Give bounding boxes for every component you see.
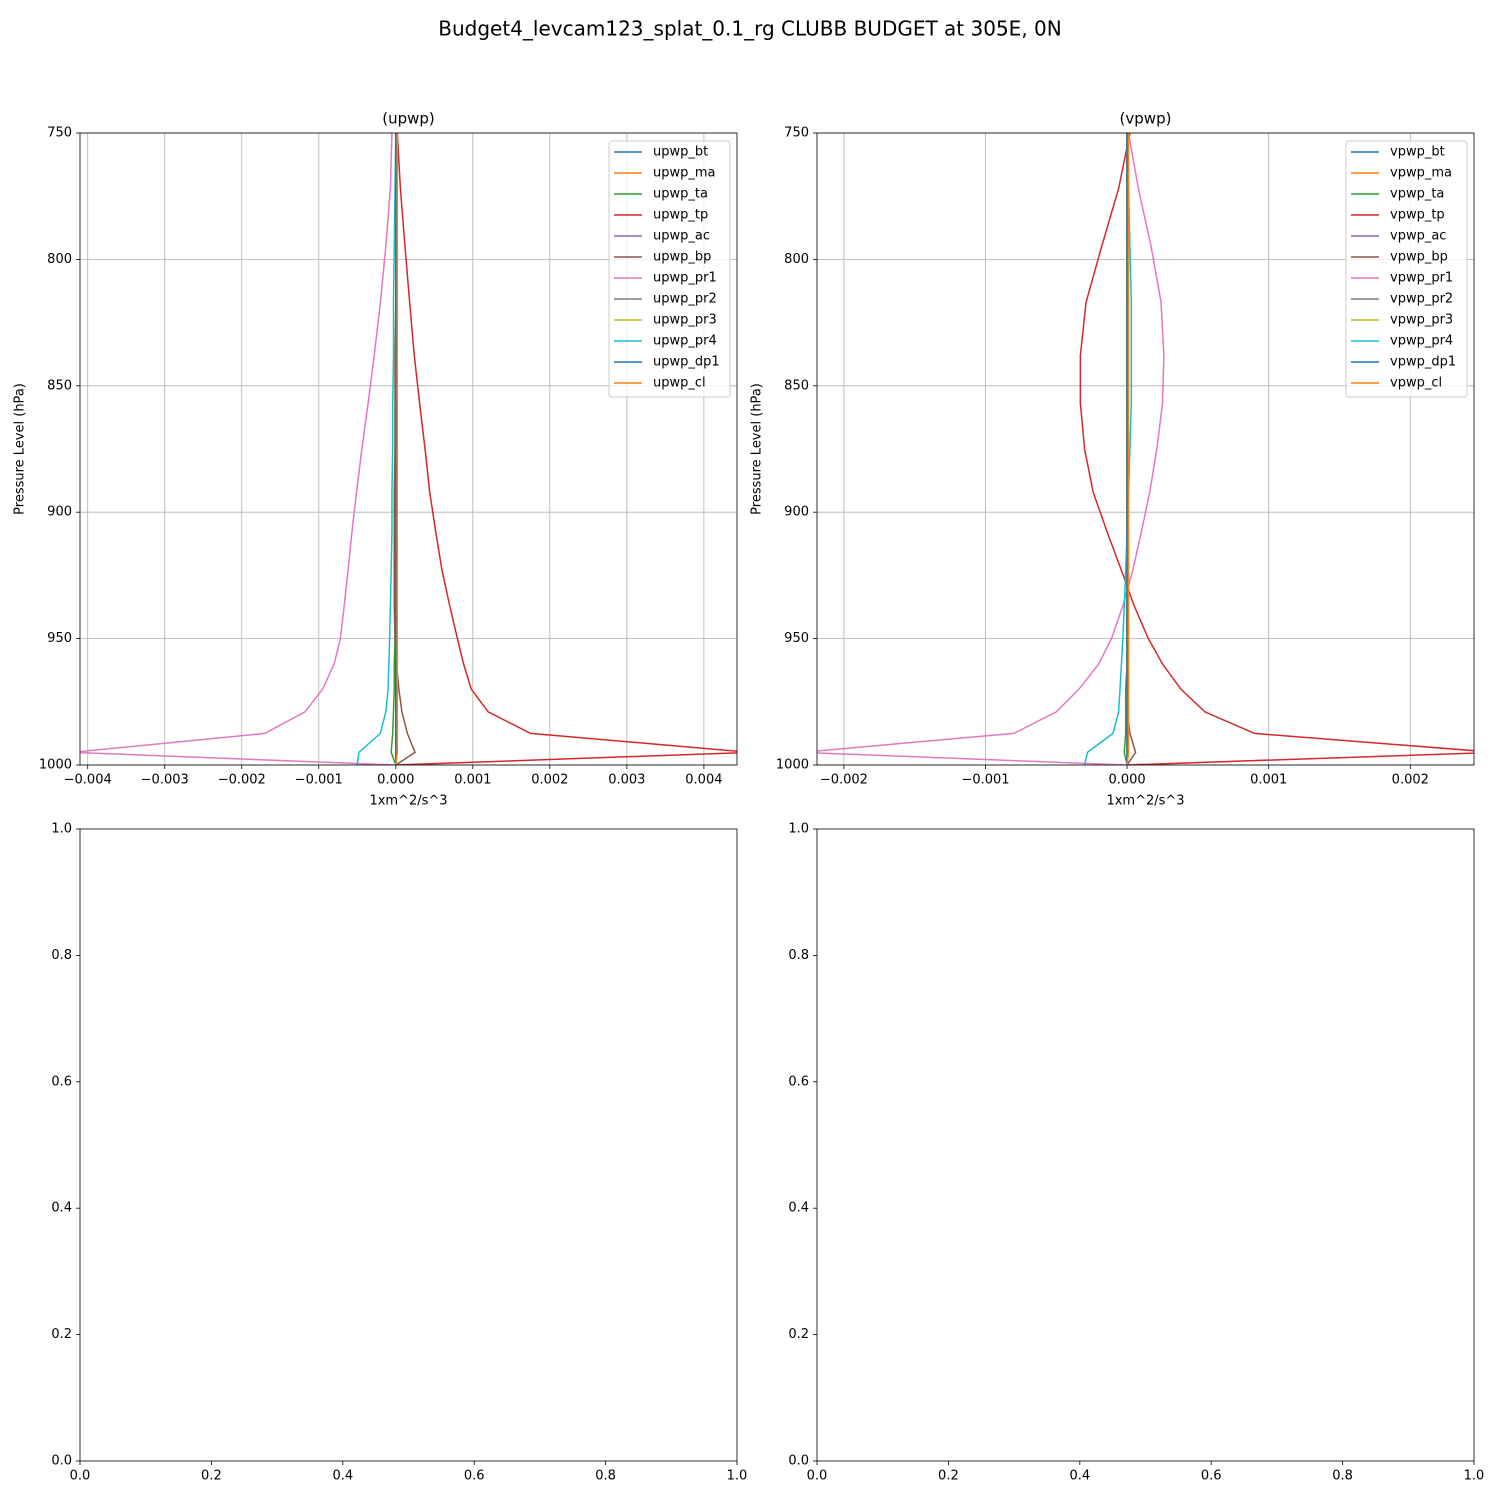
legend-label: vpwp_cl xyxy=(1390,376,1442,391)
legend-label: upwp_cl xyxy=(653,376,706,391)
legend-label: vpwp_dp1 xyxy=(1390,355,1456,370)
x-tick-label: 0.8 xyxy=(1332,1469,1353,1484)
legend-label: upwp_ma xyxy=(653,166,716,181)
x-tick-label: 0.000 xyxy=(377,773,414,788)
x-tick-label: 0.004 xyxy=(685,773,722,788)
legend-label: vpwp_pr3 xyxy=(1390,313,1453,328)
legend-label: vpwp_bp xyxy=(1390,250,1448,265)
x-tick-label: 0.001 xyxy=(454,773,491,788)
x-tick-label: −0.002 xyxy=(218,773,266,788)
y-tick-label: 0.8 xyxy=(788,948,809,963)
y-tick-label: 1000 xyxy=(776,758,809,773)
x-tick-label: 0.2 xyxy=(938,1469,959,1484)
x-tick-label: 0.4 xyxy=(1069,1469,1090,1484)
y-tick-label: 0.2 xyxy=(51,1327,72,1342)
legend-label: upwp_tp xyxy=(653,208,708,223)
legend-label: upwp_bt xyxy=(653,145,708,160)
legend-label: vpwp_pr2 xyxy=(1390,292,1453,307)
y-tick-label: 850 xyxy=(784,378,809,393)
y-tick-label: 0.6 xyxy=(51,1074,72,1089)
y-tick-label: 800 xyxy=(784,252,809,267)
series-line xyxy=(80,133,396,765)
axes-title: (upwp) xyxy=(382,110,435,128)
x-tick-label: 0.0 xyxy=(807,1469,828,1484)
legend-label: upwp_pr2 xyxy=(653,292,717,307)
axes-frame xyxy=(79,828,738,1462)
series-line xyxy=(395,133,737,765)
axes-title: (vpwp) xyxy=(1120,110,1172,128)
y-axis-label: Pressure Level (hPa) xyxy=(13,383,28,515)
x-tick-label: 0.2 xyxy=(201,1469,222,1484)
x-tick-label: 0.6 xyxy=(1201,1469,1222,1484)
legend-label: upwp_ac xyxy=(653,229,710,244)
legend-label: upwp_ta xyxy=(653,187,708,202)
series-line xyxy=(395,133,398,765)
y-tick-label: 0.0 xyxy=(788,1454,809,1469)
legend-label: upwp_bp xyxy=(653,250,711,265)
y-tick-label: 0.4 xyxy=(51,1201,72,1216)
axes-frame xyxy=(816,828,1475,1462)
y-tick-label: 850 xyxy=(47,378,72,393)
x-axis-label: 1xm^2/s^3 xyxy=(369,794,447,809)
x-axis-label: 1xm^2/s^3 xyxy=(1106,794,1184,809)
legend-label: vpwp_pr1 xyxy=(1390,271,1453,286)
y-tick-label: 950 xyxy=(47,631,72,646)
series-line xyxy=(1079,133,1474,765)
y-tick-label: 900 xyxy=(784,505,809,520)
x-tick-label: 1.0 xyxy=(727,1469,748,1484)
y-tick-label: 0.0 xyxy=(51,1454,72,1469)
legend-label: vpwp_ta xyxy=(1390,187,1444,202)
y-tick-label: 0.8 xyxy=(51,948,72,963)
x-tick-label: 0.6 xyxy=(464,1469,485,1484)
y-tick-label: 800 xyxy=(47,252,72,267)
legend-label: vpwp_ac xyxy=(1390,229,1446,244)
series-line xyxy=(1126,133,1130,765)
x-tick-label: −0.001 xyxy=(961,773,1009,788)
legend-label: upwp_pr1 xyxy=(653,271,717,286)
x-tick-label: 0.002 xyxy=(531,773,568,788)
x-tick-label: −0.004 xyxy=(64,773,112,788)
x-tick-label: 0.4 xyxy=(332,1469,353,1484)
x-tick-label: 0.8 xyxy=(595,1469,616,1484)
x-tick-label: −0.002 xyxy=(820,773,868,788)
legend-label: vpwp_bt xyxy=(1390,145,1445,160)
x-tick-label: 1.0 xyxy=(1464,1469,1485,1484)
y-tick-label: 950 xyxy=(784,631,809,646)
x-tick-label: −0.003 xyxy=(141,773,189,788)
x-tick-label: 0.002 xyxy=(1392,773,1429,788)
legend-label: vpwp_pr4 xyxy=(1390,334,1453,349)
legend-label: upwp_pr3 xyxy=(653,313,717,328)
x-tick-label: 0.000 xyxy=(1108,773,1145,788)
y-tick-label: 1.0 xyxy=(788,822,809,837)
legend-label: upwp_pr4 xyxy=(653,334,717,349)
figure-title: Budget4_levcam123_splat_0.1_rg CLUBB BUD… xyxy=(438,17,1061,41)
x-tick-label: 0.001 xyxy=(1250,773,1287,788)
y-tick-label: 0.6 xyxy=(788,1074,809,1089)
axes-frame xyxy=(816,132,1475,766)
x-tick-label: −0.001 xyxy=(295,773,343,788)
y-tick-label: 0.2 xyxy=(788,1327,809,1342)
axes-frame xyxy=(79,132,738,766)
legend-label: vpwp_ma xyxy=(1390,166,1452,181)
y-tick-label: 0.4 xyxy=(788,1201,809,1216)
legend-label: upwp_dp1 xyxy=(653,355,720,370)
legend-box xyxy=(1345,140,1468,398)
y-tick-label: 1000 xyxy=(39,758,72,773)
series-line xyxy=(817,133,1165,765)
y-tick-label: 1.0 xyxy=(51,822,72,837)
legend-box xyxy=(608,140,731,398)
y-axis-label: Pressure Level (hPa) xyxy=(750,383,765,515)
legend-label: vpwp_tp xyxy=(1390,208,1445,223)
x-tick-label: 0.0 xyxy=(70,1469,91,1484)
y-tick-label: 750 xyxy=(784,126,809,141)
y-tick-label: 750 xyxy=(47,126,72,141)
series-line xyxy=(356,133,397,765)
x-tick-label: 0.003 xyxy=(608,773,645,788)
series-line xyxy=(395,133,399,765)
y-tick-label: 900 xyxy=(47,505,72,520)
